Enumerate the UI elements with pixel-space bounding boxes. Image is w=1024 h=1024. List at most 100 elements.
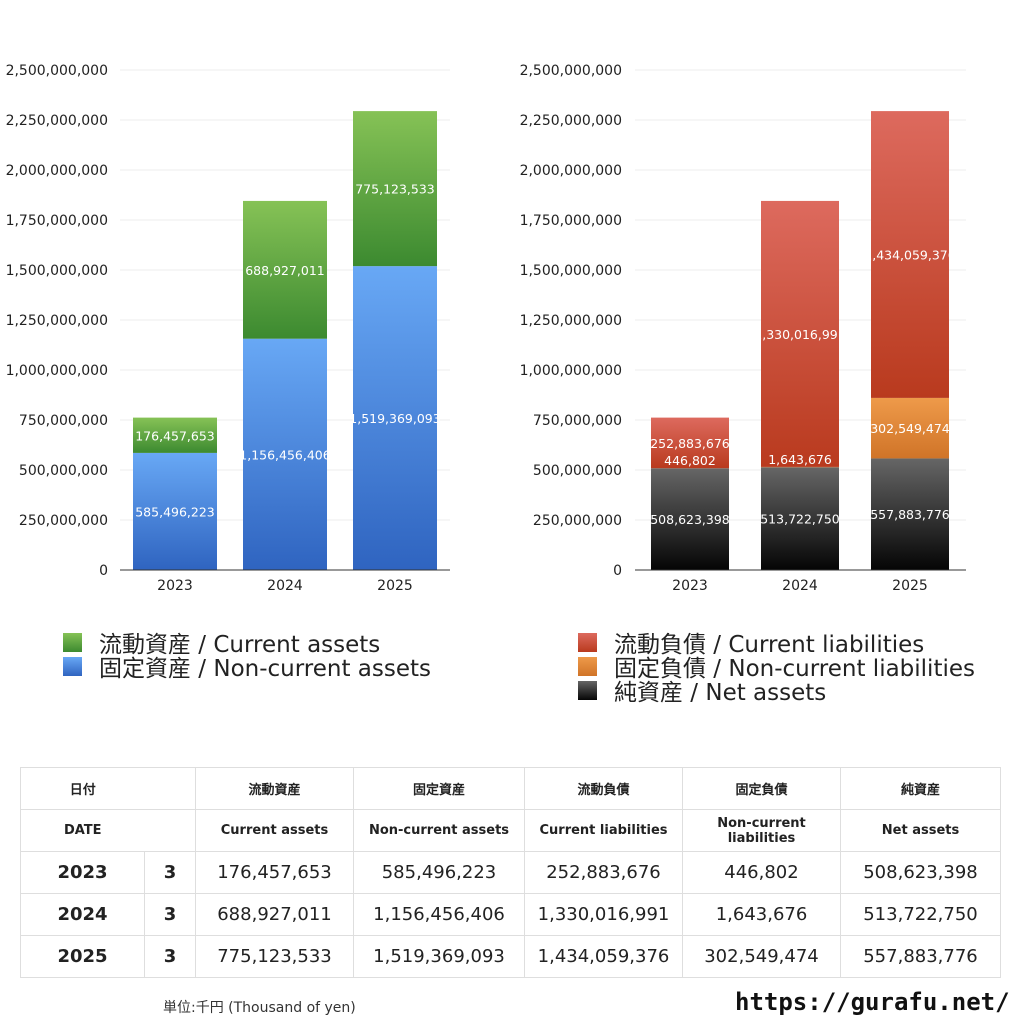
y-tick-label: 1,000,000,000 (520, 363, 622, 379)
row-month: 3 (144, 893, 196, 936)
legend-label: 流動資産 / Current assets (99, 632, 381, 658)
row-year: 2024 (20, 893, 145, 936)
cell-current-liabilities: 1,330,016,991 (524, 893, 683, 936)
legend-swatch-current-assets (63, 632, 82, 652)
y-tick-label: 1,750,000,000 (520, 213, 622, 229)
y-tick-label: 0 (613, 563, 622, 579)
unit-note: 単位:千円 (Thousand of yen) (163, 1000, 356, 1016)
data-label-net-assets: 557,883,776 (870, 507, 950, 522)
y-tick-label: 750,000,000 (533, 413, 622, 429)
bar-current-assets-2023 (133, 417, 217, 453)
x-tick-label: 2023 (157, 578, 193, 594)
header-net-assets-en: Net assets (840, 809, 1001, 852)
assets-chart: 0 250,000,000 500,000,000 750,000,000 1,000,… (6, 63, 450, 594)
bar-current-liabilities-2025 (871, 111, 949, 398)
row-month: 3 (144, 935, 196, 978)
table-header-jp: 日付 流動資産 固定資産 流動負債 固定負債 純資産 (20, 767, 1001, 810)
table-row: 2024 3 688,927,011 1,156,456,406 1,330,0… (20, 893, 1001, 936)
data-label-noncurrent-liabilities: 302,549,474 (870, 421, 950, 436)
y-tick-label: 2,250,000,000 (520, 113, 622, 129)
legend-swatch-noncurrent-liabilities (578, 656, 597, 676)
y-tick-label: 2,250,000,000 (6, 113, 108, 129)
header-noncurrent-assets-jp: 固定資産 (353, 767, 525, 810)
header-current-liabilities-en: Current liabilities (524, 809, 683, 852)
liabilities-legend: 流動負債 / Current liabilities 固定負債 / Non-cu… (578, 630, 975, 706)
data-label-current-liabilities: 1,330,016,991 (754, 327, 845, 342)
bar-net-assets-2023 (651, 468, 729, 570)
assets-legend: 流動資産 / Current assets 固定資産 / Non-current… (63, 630, 431, 682)
financial-table: 日付 流動資産 固定資産 流動負債 固定負債 純資産 DATE Current … (20, 767, 1001, 978)
bar-noncurrent-assets-2023 (133, 452, 217, 570)
data-label-current-assets: 176,457,653 (135, 428, 215, 443)
data-label-net-assets: 508,623,398 (650, 512, 730, 527)
y-tick-label: 0 (99, 563, 108, 579)
header-net-assets-jp: 純資産 (840, 767, 1001, 810)
legend-label: 流動負債 / Current liabilities (614, 632, 925, 658)
x-tick-label: 2024 (782, 578, 818, 594)
data-label-current-liabilities: 252,883,676 (650, 436, 730, 451)
cell-net-assets: 557,883,776 (840, 935, 1001, 978)
header-noncurrent-assets-en: Non-current assets (353, 809, 525, 852)
legend-item-current-liabilities: 流動負債 / Current liabilities (578, 630, 975, 658)
y-tick-label: 1,250,000,000 (520, 313, 622, 329)
cell-noncurrent-assets: 1,519,369,093 (353, 935, 525, 978)
bar-current-assets-2024 (243, 200, 327, 339)
y-tick-label: 2,500,000,000 (520, 63, 622, 79)
cell-noncurrent-assets: 1,156,456,406 (353, 893, 525, 936)
data-label-noncurrent-assets: 585,496,223 (135, 504, 215, 519)
y-tick-label: 500,000,000 (19, 463, 108, 479)
cell-net-assets: 513,722,750 (840, 893, 1001, 936)
legend-swatch-noncurrent-assets (63, 656, 82, 676)
y-tick-label: 750,000,000 (19, 413, 108, 429)
liabilities-chart: 0 250,000,000 500,000,000 750,000,000 1,000,… (520, 63, 966, 594)
header-noncurrent-liabilities-en: Non-current liabilities (682, 809, 841, 852)
cell-current-assets: 688,927,011 (195, 893, 354, 936)
table-row: 2023 3 176,457,653 585,496,223 252,883,6… (20, 851, 1001, 894)
header-date-en: DATE (20, 809, 145, 852)
x-tick-label: 2025 (892, 578, 928, 594)
y-tick-label: 2,000,000,000 (520, 163, 622, 179)
bar-noncurrent-liabilities-2025 (871, 397, 949, 459)
header-date-jp: 日付 (20, 767, 145, 810)
data-label-noncurrent-liabilities: 446,802 (664, 453, 716, 468)
legend-label: 固定負債 / Non-current liabilities (614, 656, 975, 682)
cell-noncurrent-assets: 585,496,223 (353, 851, 525, 894)
legend-swatch-net-assets (578, 680, 597, 700)
site-url-link[interactable]: https://gurafu.net/ (735, 988, 1010, 1016)
y-tick-label: 2,500,000,000 (6, 63, 108, 79)
row-month: 3 (144, 851, 196, 894)
y-tick-label: 1,500,000,000 (520, 263, 622, 279)
bar-current-liabilities-2024 (761, 200, 839, 467)
legend-item-noncurrent-assets: 固定資産 / Non-current assets (63, 654, 431, 682)
data-label-current-assets: 775,123,533 (355, 182, 435, 197)
header-spacer (144, 809, 196, 852)
data-label-net-assets: 513,722,750 (760, 512, 840, 527)
data-label-noncurrent-assets: 1,519,369,093 (349, 411, 440, 426)
cell-noncurrent-liabilities: 1,643,676 (682, 893, 841, 936)
legend-label: 純資産 / Net assets (614, 680, 827, 706)
y-tick-label: 250,000,000 (533, 513, 622, 529)
cell-current-assets: 176,457,653 (195, 851, 354, 894)
bar-net-assets-2025 (871, 458, 949, 570)
legend-item-net-assets: 純資産 / Net assets (578, 678, 975, 706)
bar-current-liabilities-2023 (651, 417, 729, 469)
header-current-assets-en: Current assets (195, 809, 354, 852)
y-tick-label: 1,000,000,000 (6, 363, 108, 379)
header-current-assets-jp: 流動資産 (195, 767, 354, 810)
cell-current-liabilities: 1,434,059,376 (524, 935, 683, 978)
data-label-noncurrent-liabilities: 1,643,676 (768, 452, 832, 467)
legend-label: 固定資産 / Non-current assets (99, 656, 432, 682)
x-tick-label: 2025 (377, 578, 413, 594)
bar-net-assets-2024 (761, 467, 839, 570)
data-label-noncurrent-assets: 1,156,456,406 (239, 447, 330, 462)
cell-noncurrent-liabilities: 302,549,474 (682, 935, 841, 978)
y-tick-label: 1,500,000,000 (6, 263, 108, 279)
x-tick-label: 2023 (672, 578, 708, 594)
table-header-en: DATE Current assets Non-current assets C… (20, 809, 1001, 852)
cell-noncurrent-liabilities: 446,802 (682, 851, 841, 894)
legend-item-noncurrent-liabilities: 固定負債 / Non-current liabilities (578, 654, 975, 682)
cell-net-assets: 508,623,398 (840, 851, 1001, 894)
row-year: 2023 (20, 851, 145, 894)
cell-current-assets: 775,123,533 (195, 935, 354, 978)
y-tick-label: 1,750,000,000 (6, 213, 108, 229)
